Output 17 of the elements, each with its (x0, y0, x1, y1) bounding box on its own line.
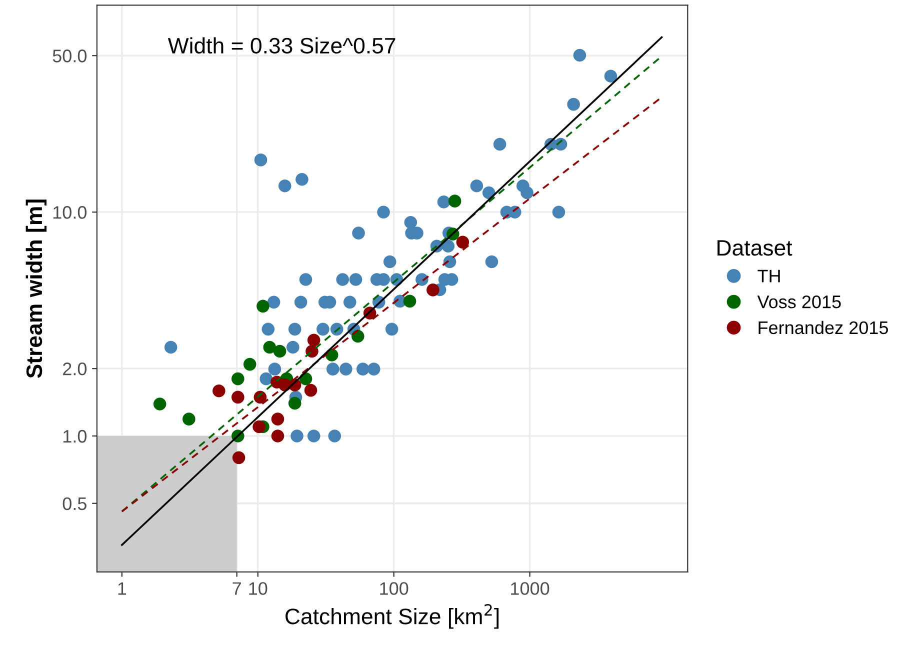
x-tick-label: 7 (232, 582, 241, 595)
legend-label: TH (758, 270, 780, 282)
legend-label: Fernandez 2015 (758, 320, 888, 334)
y-tick-label: 2.0 (63, 362, 87, 376)
x-tick-label: 100 (380, 582, 408, 595)
x-axis-title: Catchment Size [km$^{2}$] (286, 604, 499, 629)
y-tick-label: 50.0 (52, 50, 87, 62)
y-tick-label: 1.0 (64, 430, 87, 443)
x-tick-label: 1 (118, 582, 126, 595)
x-tick-label: 1000 (511, 582, 550, 595)
legend-label: Voss 2015 (757, 295, 841, 308)
x-tick-label: 10 (249, 582, 268, 595)
annotation: Width = 0.33 Size^0.57 (168, 37, 396, 54)
legend-title: Dataset (718, 240, 792, 256)
y-axis-title: Stream width [m] (26, 200, 47, 378)
y-tick-label: 10.0 (53, 206, 87, 219)
y-tick-label: 0.5 (62, 497, 86, 510)
